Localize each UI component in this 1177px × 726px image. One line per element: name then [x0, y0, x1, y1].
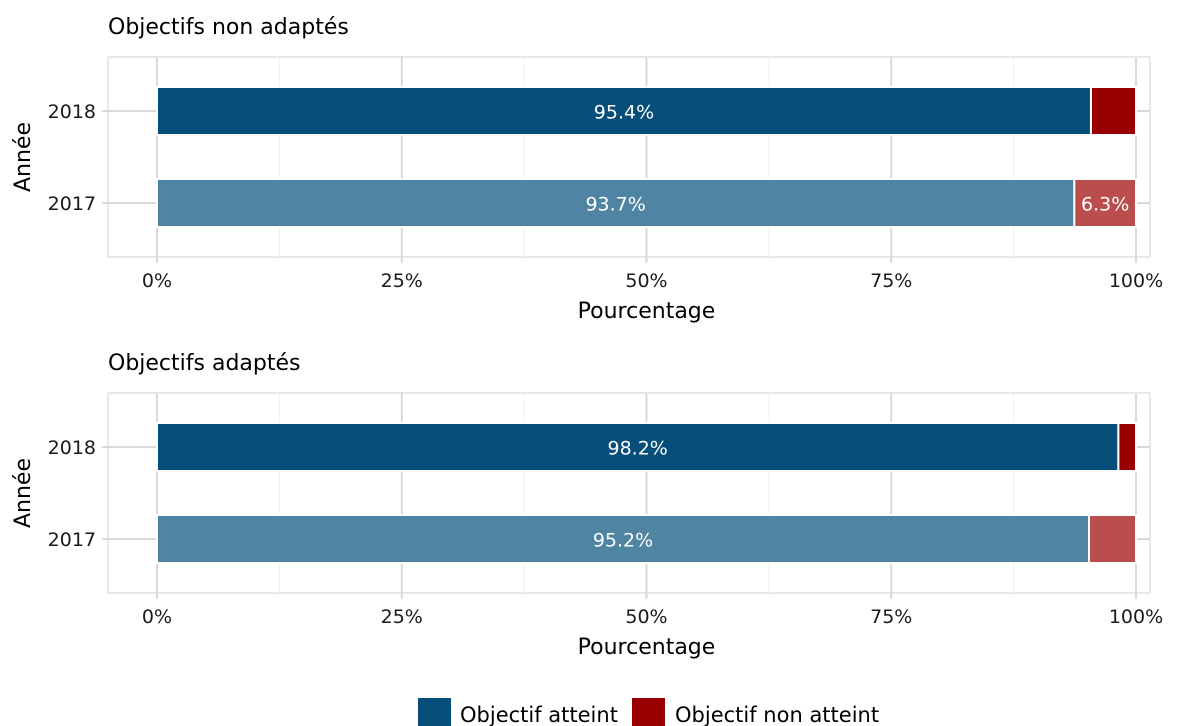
data-label: 95.2% [593, 530, 653, 552]
bar-attained-2017 [156, 178, 1076, 228]
legend: Objectif atteint Objectif non atteint [418, 698, 879, 726]
x-tick-label: 50% [625, 270, 667, 292]
y-tick-label: 2017 [48, 529, 96, 551]
x-tick-label: 75% [870, 270, 912, 292]
chart-panel-2: 98.2% 95.2% 2018 2017 0% 25% 50% 75% 100% Objecti… [11, 351, 1163, 660]
y-axis-label: Année [11, 458, 36, 528]
chart-title: Objectifs non adaptés [108, 15, 349, 40]
panel-border [107, 56, 1151, 258]
bar-attained-2018 [156, 422, 1120, 472]
bar-not-attained-2017 [1088, 514, 1138, 564]
y-tick-label: 2018 [48, 101, 96, 123]
bar-not-attained-2018 [1089, 86, 1137, 136]
x-tick-label: 100% [1109, 270, 1163, 292]
chart-panel-1: 95.4% 93.7% 6.3% 2018 2017 0% 25% 50% 75% 100% Obj… [11, 15, 1163, 324]
bar-not-attained-2018 [1117, 422, 1138, 472]
x-tick-label: 0% [142, 606, 172, 628]
chart-title: Objectifs adaptés [108, 351, 300, 376]
data-label: 93.7% [585, 194, 645, 216]
x-axis-label: Pourcentage [578, 635, 716, 660]
y-axis-label: Année [11, 122, 36, 192]
x-tick-label: 75% [870, 606, 912, 628]
data-label: 98.2% [608, 438, 668, 460]
legend-key-2 [632, 698, 665, 726]
data-label: 6.3% [1081, 194, 1129, 216]
y-tick-label: 2018 [48, 437, 96, 459]
panel-border [107, 392, 1151, 594]
x-tick-label: 25% [381, 606, 423, 628]
x-axis-label: Pourcentage [578, 299, 716, 324]
x-tick-label: 50% [625, 606, 667, 628]
legend-label-2: Objectif non atteint [675, 703, 879, 726]
x-tick-label: 0% [142, 270, 172, 292]
x-tick-label: 25% [381, 270, 423, 292]
bar-not-attained-2017 [1073, 178, 1137, 228]
y-tick-label: 2017 [48, 193, 96, 215]
legend-label-1: Objectif atteint [460, 703, 618, 726]
bar-attained-2018 [156, 86, 1092, 136]
x-tick-label: 100% [1109, 606, 1163, 628]
legend-key-1 [418, 698, 451, 726]
data-label: 95.4% [594, 102, 654, 124]
